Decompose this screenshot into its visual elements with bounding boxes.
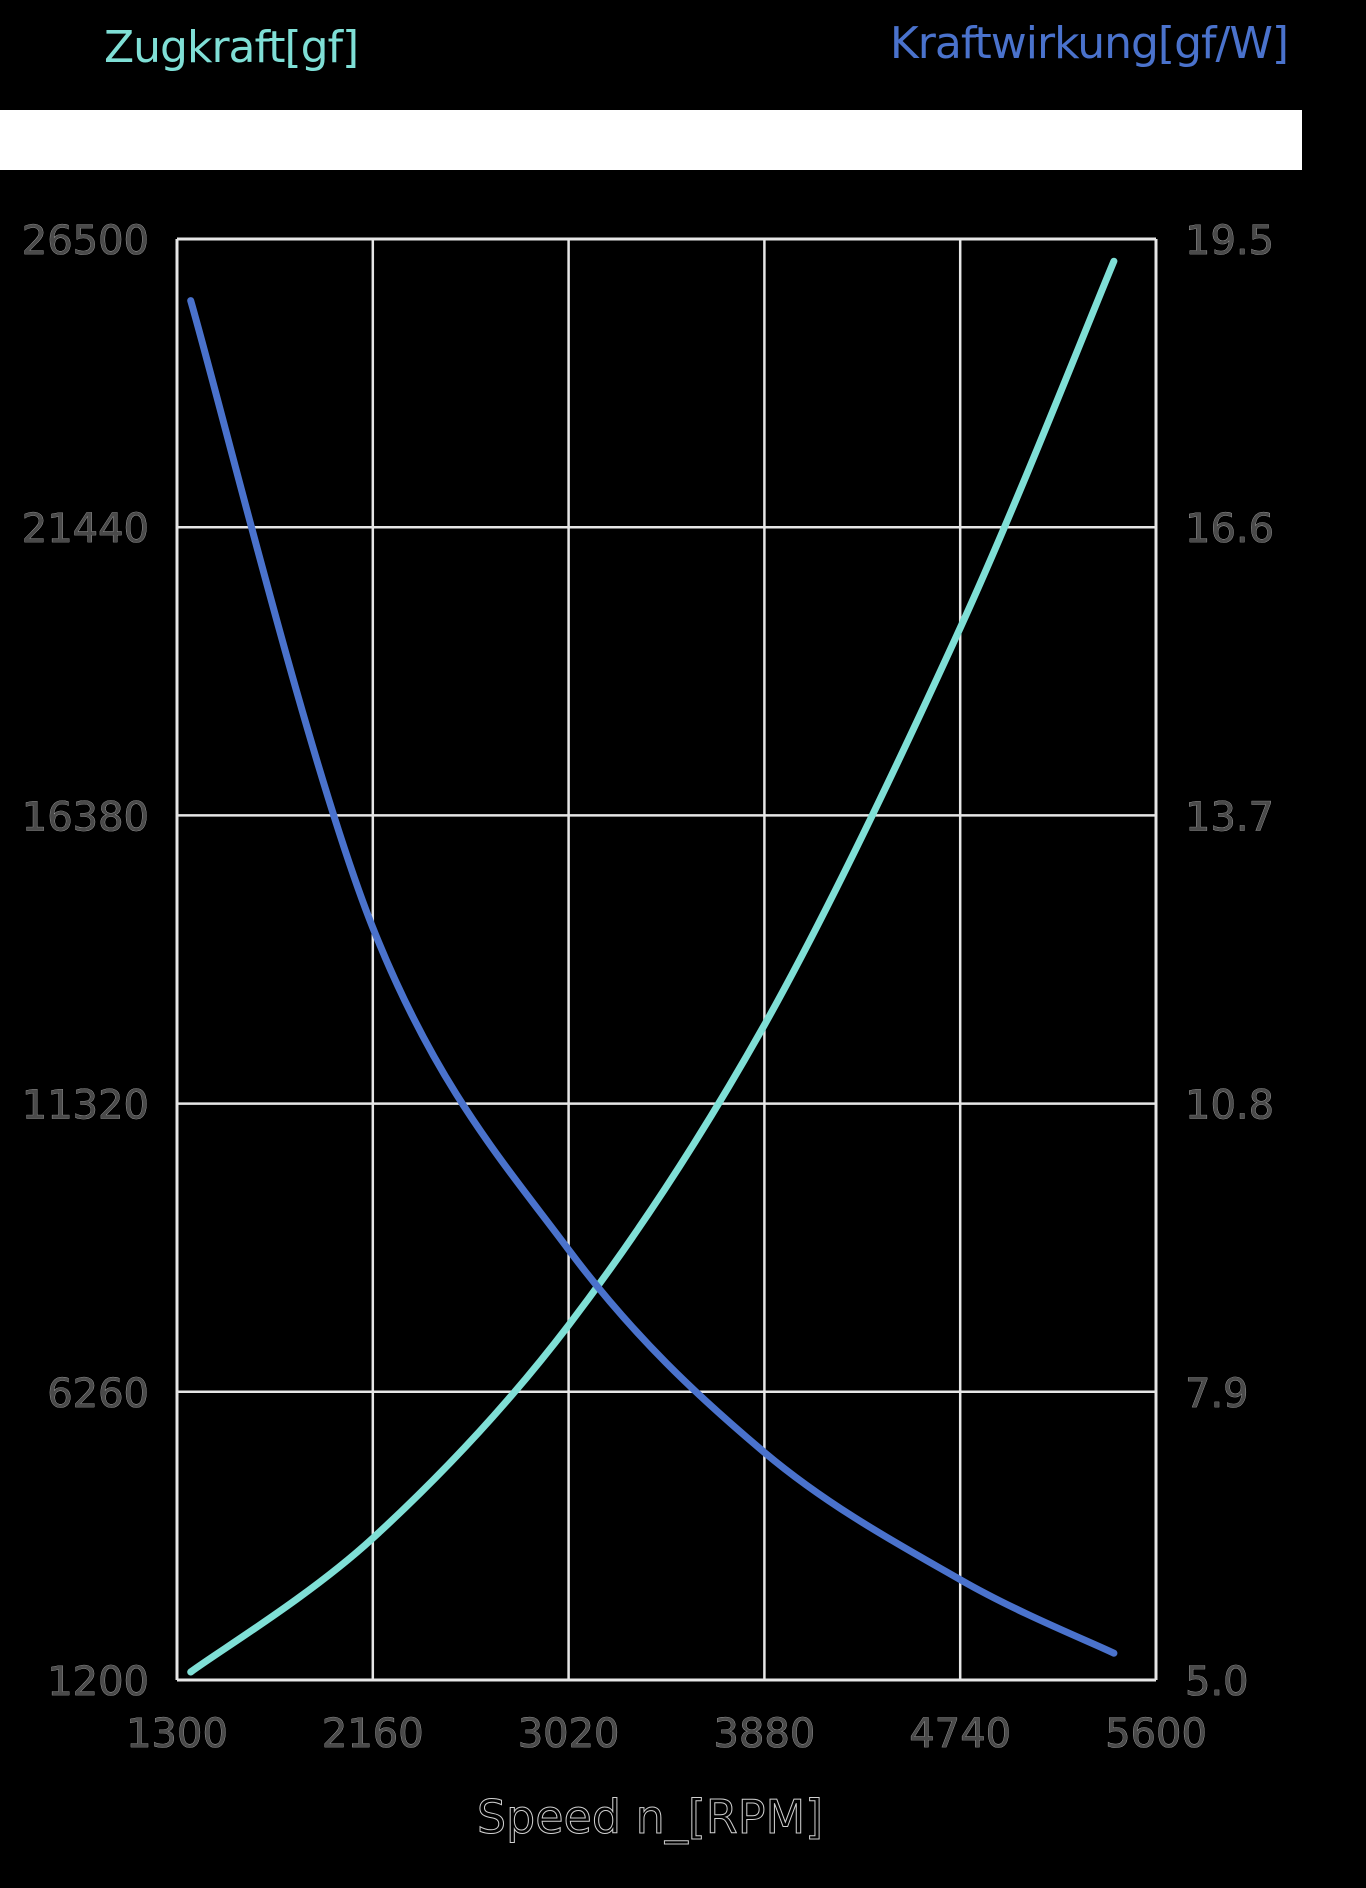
x-tick: 3020 <box>518 1711 620 1757</box>
x-tick: 5600 <box>1105 1711 1207 1757</box>
y-tick-right: 7.9 <box>1185 1371 1249 1417</box>
y-axis-left-ticks: 26500 21440 16380 11320 6260 1200 <box>21 218 149 1706</box>
y-tick-left: 1200 <box>47 1659 149 1705</box>
header-bar <box>0 110 1302 170</box>
y-tick-right: 5.0 <box>1185 1659 1249 1705</box>
x-axis-ticks: 1300 2160 3020 3880 4740 5600 <box>126 1711 1207 1758</box>
y-axis-right-ticks: 19.5 16.6 13.7 10.8 7.9 5.0 <box>1185 218 1275 1706</box>
x-tick: 3880 <box>714 1711 816 1757</box>
x-axis-label: Speed n_[RPM] <box>477 1790 823 1844</box>
y-tick-left: 26500 <box>22 218 149 264</box>
y-tick-right: 16.6 <box>1185 506 1274 552</box>
plot-series <box>187 257 1118 1676</box>
y-tick-left: 16380 <box>22 794 149 840</box>
y-tick-right: 19.5 <box>1185 218 1274 264</box>
x-tick: 4740 <box>909 1711 1011 1757</box>
y-tick-right: 10.8 <box>1185 1083 1274 1129</box>
x-tick: 2160 <box>322 1711 424 1757</box>
y-tick-left: 21440 <box>22 506 149 552</box>
x-tick: 1300 <box>126 1711 228 1757</box>
plot-grid <box>175 237 1158 1682</box>
zugkraft-line <box>187 257 1118 1676</box>
y-tick-left: 11320 <box>22 1083 149 1129</box>
kraftwirkung-line <box>187 297 1118 1657</box>
legend-kraftwirkung: Kraftwirkung[gf/W] <box>889 18 1289 69</box>
y-tick-left: 6260 <box>47 1371 149 1417</box>
legend-zugkraft: Zugkraft[gf] <box>104 22 359 73</box>
y-tick-right: 13.7 <box>1185 794 1274 840</box>
